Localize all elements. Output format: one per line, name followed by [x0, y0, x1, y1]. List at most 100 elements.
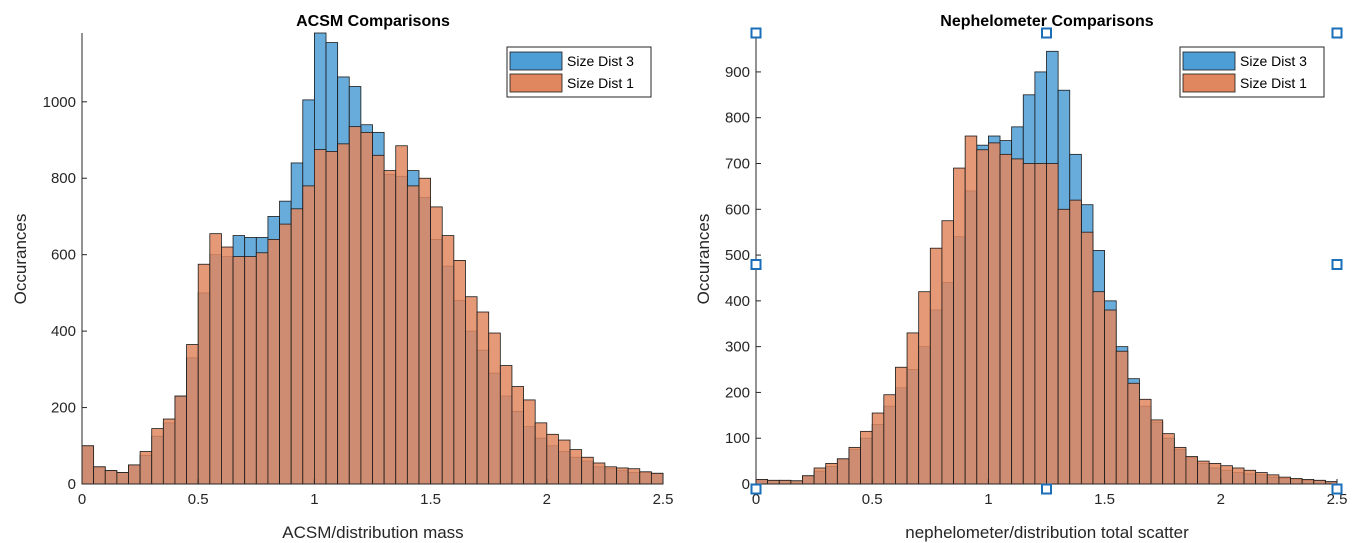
histogram-bar — [534, 422, 548, 485]
histogram-bar — [569, 449, 583, 485]
histogram-bar — [1162, 433, 1175, 485]
histogram-bar — [128, 464, 141, 485]
y-tick-label: 400 — [51, 323, 76, 340]
histogram-bar — [209, 233, 222, 485]
histogram-bars — [81, 32, 664, 485]
histogram-bar — [848, 446, 861, 485]
histogram-bar — [802, 475, 815, 485]
histogram-bar — [174, 395, 187, 485]
histogram-bar — [255, 252, 269, 485]
legend-swatch — [1182, 51, 1236, 71]
histogram-bar — [929, 247, 943, 485]
histogram-bar — [1034, 163, 1047, 485]
histogram-bar — [1127, 382, 1140, 485]
resize-handle[interactable] — [1331, 483, 1343, 495]
histogram-bar — [871, 412, 885, 485]
histogram-bar — [348, 126, 362, 485]
histogram-bar — [627, 468, 641, 485]
histogram-bar — [964, 135, 978, 485]
histogram-bar — [1057, 208, 1071, 485]
histogram-bar — [1232, 467, 1245, 485]
histogram-bar — [476, 311, 490, 485]
selection-handles[interactable] — [750, 27, 1343, 495]
x-tick-label: 0 — [752, 491, 760, 508]
histogram-bars — [755, 50, 1338, 485]
histogram-bar — [1115, 350, 1129, 485]
histogram-bar — [1290, 478, 1303, 485]
chart-title: Nephelometer Comparisons — [940, 13, 1153, 30]
x-axis-label: ACSM/distribution mass — [282, 523, 463, 542]
histogram-bar — [1266, 474, 1280, 485]
histogram-bar — [813, 467, 827, 485]
x-tick-label: 1 — [984, 491, 992, 508]
y-tick-label: 500 — [725, 247, 750, 264]
histogram-bar — [650, 472, 664, 485]
y-tick-label: 200 — [725, 384, 750, 401]
histogram-bar — [941, 220, 954, 485]
histogram-bar — [337, 143, 350, 485]
resize-handle[interactable] — [750, 483, 762, 495]
histogram-bar — [895, 366, 908, 485]
resize-handle[interactable] — [1041, 27, 1052, 39]
histogram-bar — [360, 131, 373, 485]
x-tick-label: 2 — [543, 491, 551, 508]
acsm-chart-panel: ACSM Comparisons 0 0.5 1 1.5 2 2.5 0 200 400 600 8… — [11, 13, 673, 542]
histogram-bar — [186, 344, 199, 485]
histogram-bar — [116, 472, 129, 485]
legend: Size Dist 3 Size Dist 1 — [1179, 46, 1325, 98]
resize-handle[interactable] — [750, 27, 762, 39]
legend: Size Dist 3 Size Dist 1 — [506, 46, 652, 98]
histogram-bar — [988, 142, 1001, 485]
histogram-bar — [302, 185, 315, 485]
histogram-bar — [453, 260, 466, 485]
x-tick-label: 1.5 — [420, 491, 441, 508]
histogram-bar — [441, 235, 455, 485]
resize-handle[interactable] — [1041, 483, 1052, 495]
histogram-bar — [221, 246, 234, 485]
histogram-bar — [1313, 479, 1326, 485]
y-tick-label: 200 — [51, 400, 76, 417]
histogram-bar — [604, 466, 617, 485]
x-tick-label: 2 — [1217, 491, 1225, 508]
legend-swatch — [1182, 73, 1236, 93]
y-tick-label: 700 — [725, 155, 750, 172]
histogram-bar — [755, 479, 769, 485]
histogram-bar — [279, 223, 292, 485]
histogram-bar — [1150, 419, 1164, 485]
y-tick-label: 600 — [725, 201, 750, 218]
histogram-bar — [395, 145, 408, 485]
histogram-bar — [313, 149, 327, 485]
histogram-bar — [1197, 460, 1210, 485]
histogram-bar — [1080, 231, 1094, 485]
x-tick-label: 0.5 — [862, 491, 883, 508]
chart-title: ACSM Comparisons — [296, 13, 450, 30]
x-tick-label: 0.5 — [188, 491, 209, 508]
resize-handle[interactable] — [1331, 27, 1343, 39]
y-tick-label: 900 — [725, 64, 750, 81]
y-tick-label: 1000 — [43, 94, 76, 111]
y-tick-label: 100 — [725, 430, 750, 447]
legend-label: Size Dist 1 — [567, 75, 634, 91]
histogram-bar — [1104, 309, 1117, 485]
histogram-bar — [616, 467, 629, 485]
histogram-bar — [767, 479, 780, 485]
resize-handle[interactable] — [1331, 259, 1343, 270]
histogram-bar — [860, 430, 873, 485]
legend-label: Size Dist 3 — [567, 53, 634, 69]
y-tick-label: 0 — [742, 476, 750, 493]
y-tick-label: 800 — [51, 170, 76, 187]
histogram-bar — [406, 185, 420, 485]
histogram-bar — [511, 386, 524, 485]
x-tick-label: 1 — [310, 491, 318, 508]
histogram-bar — [430, 206, 443, 485]
histogram-bar — [1092, 291, 1105, 485]
nephelometer-chart-panel: Nephelometer Comparisons 0 0.5 1 1.5 2 2.5 0 10… — [694, 13, 1347, 542]
histogram-bar — [906, 332, 920, 485]
histogram-bar — [1011, 158, 1024, 485]
histogram-bar — [1022, 163, 1036, 485]
legend-label: Size Dist 1 — [1240, 75, 1307, 91]
y-tick-label: 800 — [725, 110, 750, 127]
x-tick-label: 2.5 — [653, 491, 674, 508]
resize-handle[interactable] — [750, 259, 762, 270]
